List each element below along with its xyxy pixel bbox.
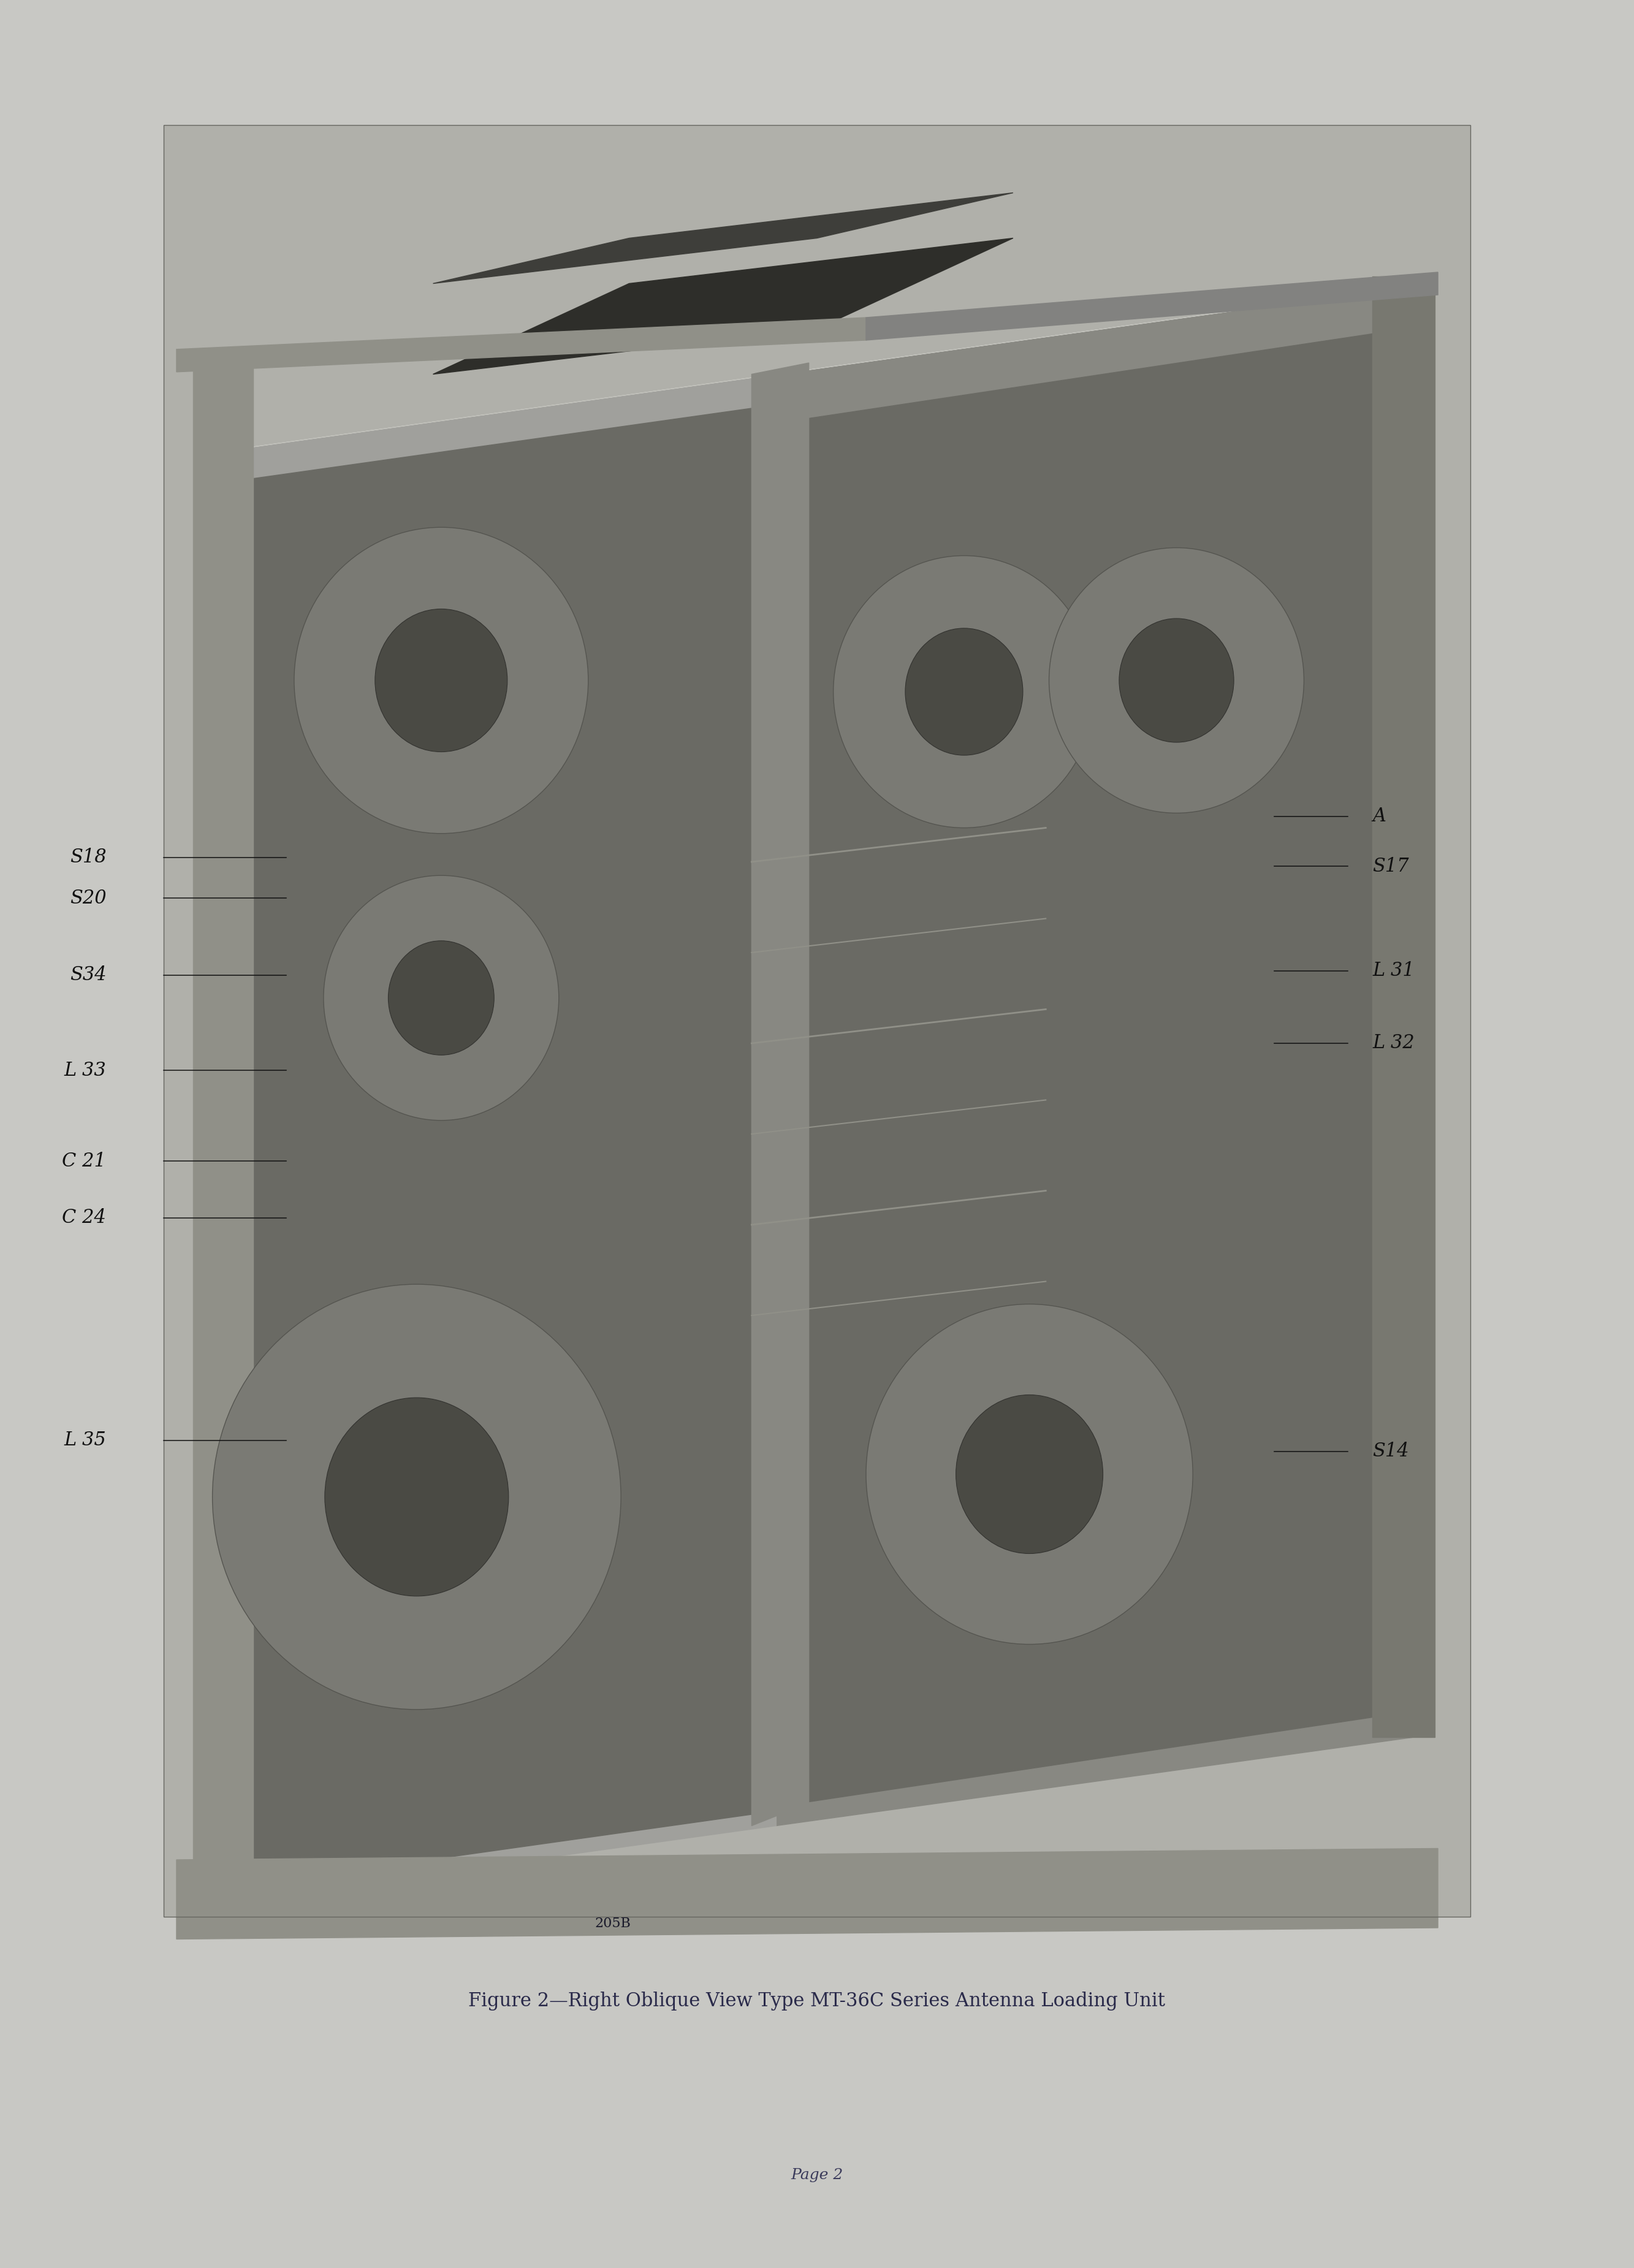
Text: L 32: L 32	[1373, 1034, 1415, 1052]
Polygon shape	[237, 408, 752, 1887]
Polygon shape	[204, 374, 776, 1905]
Polygon shape	[752, 363, 809, 1826]
Ellipse shape	[1049, 549, 1304, 812]
Text: 205B: 205B	[595, 1916, 631, 1930]
Ellipse shape	[866, 1304, 1193, 1644]
Text: C 24: C 24	[62, 1209, 106, 1227]
Ellipse shape	[212, 1284, 621, 1710]
Ellipse shape	[376, 608, 507, 753]
Text: L 31: L 31	[1373, 962, 1415, 980]
Text: Figure 2—Right Oblique View Type MT-36C Series Antenna Loading Unit: Figure 2—Right Oblique View Type MT-36C …	[469, 1991, 1165, 2009]
Text: A: A	[1373, 807, 1386, 826]
Polygon shape	[433, 238, 1013, 374]
Text: Page 2: Page 2	[791, 2168, 843, 2182]
Text: S20: S20	[70, 889, 106, 907]
Polygon shape	[776, 284, 1430, 1826]
Text: L 35: L 35	[64, 1431, 106, 1449]
Polygon shape	[1373, 277, 1435, 1737]
Ellipse shape	[294, 528, 588, 832]
Ellipse shape	[324, 875, 559, 1120]
Ellipse shape	[905, 628, 1023, 755]
Text: S34: S34	[70, 966, 106, 984]
Polygon shape	[204, 284, 1430, 454]
Polygon shape	[193, 367, 253, 1910]
Ellipse shape	[833, 556, 1095, 828]
Polygon shape	[433, 193, 1013, 284]
Polygon shape	[866, 272, 1438, 340]
Text: C 21: C 21	[62, 1152, 106, 1170]
Polygon shape	[176, 1848, 1438, 1939]
Text: S14: S14	[1373, 1442, 1409, 1461]
Bar	[163, 125, 1471, 1916]
Text: S17: S17	[1373, 857, 1409, 875]
Bar	[163, 125, 1471, 1916]
Ellipse shape	[325, 1397, 508, 1597]
Text: S18: S18	[70, 848, 106, 866]
Ellipse shape	[956, 1395, 1103, 1554]
Text: L 33: L 33	[64, 1061, 106, 1080]
Ellipse shape	[1119, 619, 1234, 742]
Ellipse shape	[389, 941, 493, 1055]
Polygon shape	[176, 318, 866, 372]
Polygon shape	[801, 329, 1405, 1803]
